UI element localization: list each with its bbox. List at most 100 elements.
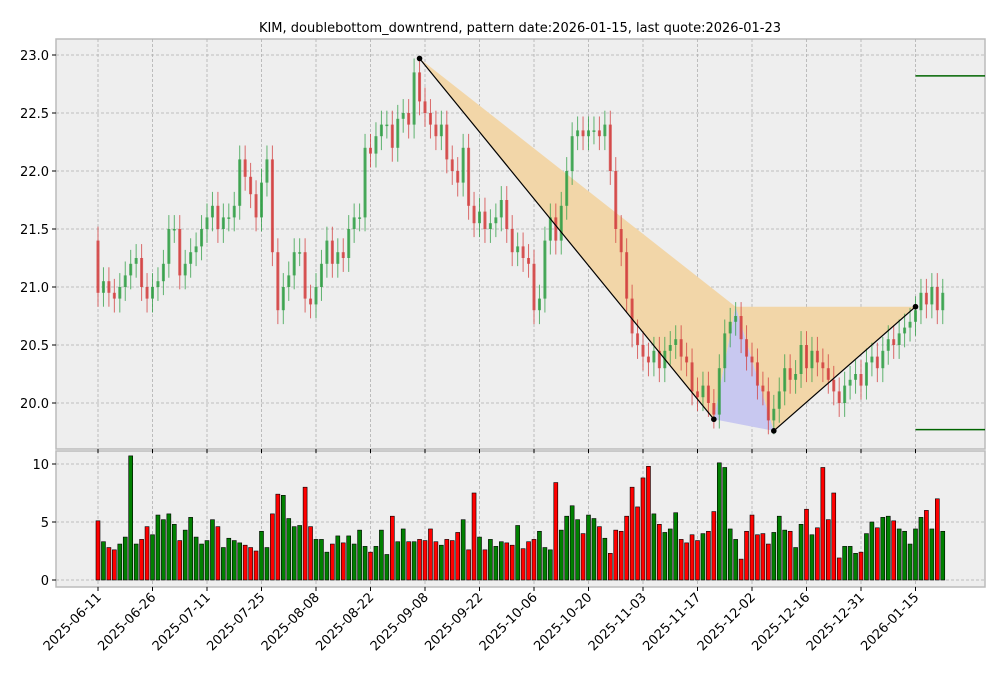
volume-bar	[918, 517, 924, 581]
volume-bar	[798, 524, 804, 581]
volume-bar	[613, 529, 619, 581]
candle-body	[908, 321, 912, 328]
candle-body	[270, 159, 274, 253]
candle-body	[287, 275, 291, 287]
volume-bar	[101, 541, 106, 581]
volume-bar	[210, 519, 215, 581]
volume-bar	[128, 455, 133, 581]
candle-body	[636, 333, 640, 345]
candle-body	[423, 101, 427, 113]
volume-bar	[700, 533, 706, 581]
volume-bar	[771, 532, 777, 581]
volume-bar	[422, 540, 428, 581]
volume-bar	[640, 477, 646, 581]
candle-body	[854, 374, 858, 380]
candle-body	[864, 362, 868, 386]
candle-body	[472, 205, 476, 224]
candle-body	[407, 113, 411, 125]
volume-bar	[324, 551, 330, 581]
volume-bar	[133, 543, 139, 581]
volume-bar	[373, 546, 379, 581]
volume-bar	[498, 541, 504, 581]
volume-bar	[460, 519, 466, 581]
double-bottom-fill	[713, 306, 774, 431]
y-tick-label: 20.0	[20, 397, 49, 412]
candle-body	[886, 339, 890, 351]
candle-body	[592, 130, 596, 132]
volume-bar	[629, 486, 635, 581]
volume-bar	[270, 513, 275, 581]
volume-bar	[847, 546, 853, 581]
vol-y-tick-label: 10	[32, 458, 49, 473]
y-tick-label: 20.5	[20, 339, 49, 354]
pattern-point-bottom-1	[711, 416, 717, 423]
breakout-line	[773, 306, 916, 432]
volume-bar	[591, 518, 597, 581]
volume-bar	[504, 542, 510, 581]
candle-body	[347, 229, 351, 258]
candle-body	[172, 229, 176, 231]
candle-body	[815, 350, 819, 363]
volume-bar	[406, 541, 411, 581]
pattern-point-breakout	[912, 303, 919, 310]
candle-body	[766, 391, 770, 421]
candle-body	[859, 374, 863, 386]
candle-body	[897, 333, 901, 345]
volume-bar	[815, 527, 820, 581]
volume-bar	[760, 533, 766, 581]
volume-bar	[395, 541, 401, 581]
volume-bar	[744, 530, 749, 581]
volume-bar	[482, 549, 488, 581]
grid	[56, 39, 985, 587]
candle-body	[499, 200, 503, 218]
candle-body	[330, 240, 334, 264]
candle-body	[706, 385, 710, 403]
candle-body	[685, 356, 689, 363]
volume-bar	[542, 547, 548, 581]
volume-bar	[95, 520, 101, 581]
volume-bar	[738, 558, 744, 581]
volume-bar	[439, 544, 444, 581]
candle-body	[903, 327, 907, 334]
candle-body	[788, 368, 792, 380]
volume-bar	[722, 467, 728, 581]
candle-body	[467, 147, 471, 206]
candle-body	[200, 229, 204, 247]
volume-bar	[188, 517, 193, 581]
volume-bar	[199, 543, 204, 581]
volume-bar	[695, 540, 700, 581]
candle-body	[276, 252, 280, 311]
candle-body	[554, 217, 558, 241]
candle-body	[363, 147, 367, 218]
candle-body	[227, 217, 231, 219]
volume-bar	[885, 515, 891, 581]
volume-bar	[340, 542, 346, 581]
volume-bar	[488, 539, 493, 581]
candle-body	[826, 368, 830, 380]
candle-body	[96, 240, 100, 293]
volume-bar	[444, 539, 450, 581]
vol-y-tick-label: 0	[41, 574, 49, 589]
candle-body	[254, 194, 258, 218]
vol-y-tick-label: 5	[41, 516, 49, 531]
volume-bar	[357, 529, 362, 581]
candle-body	[314, 287, 318, 305]
volume-bar	[346, 535, 352, 581]
volume-bar	[297, 525, 302, 581]
candle-body	[281, 287, 285, 311]
candle-body	[123, 275, 127, 287]
candle-body	[646, 356, 650, 363]
candle-body	[570, 136, 574, 171]
volume-bar	[531, 539, 537, 581]
volume-bar	[787, 530, 793, 581]
volume-bar	[400, 528, 406, 581]
candle-body	[434, 124, 438, 137]
volume-bar	[471, 492, 477, 581]
volume-bar	[275, 493, 281, 581]
candle-body	[134, 258, 138, 264]
volume-bar	[875, 527, 880, 581]
candle-body	[630, 298, 634, 334]
candle-body	[161, 263, 165, 282]
candle-body	[565, 171, 569, 206]
volume-bar	[455, 532, 461, 581]
